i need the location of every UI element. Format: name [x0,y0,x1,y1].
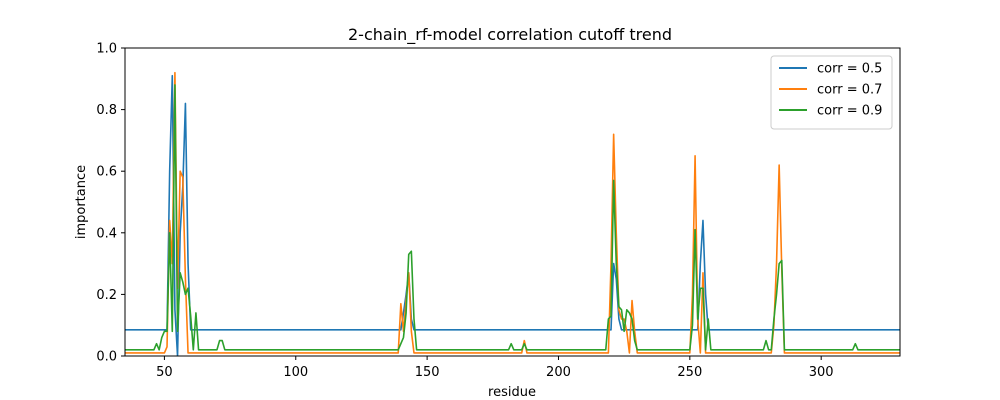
x-tick-label: 300 [809,365,834,380]
y-tick-label: 0.0 [96,350,117,365]
x-tick-label: 250 [677,365,702,380]
y-tick-label: 0.8 [96,103,117,118]
legend: corr = 0.5 corr = 0.7 corr = 0.9 [770,55,893,130]
x-tick-label: 100 [283,365,308,380]
y-tick-label: 1.0 [96,42,117,57]
legend-label-3: corr = 0.9 [817,104,882,119]
y-tick-label: 0.2 [96,288,117,303]
x-axis-label: residue [488,385,536,400]
y-axis-ticks: 0.0 0.2 0.4 0.6 0.8 1.0 [96,42,125,365]
plot-frame [124,47,901,357]
x-tick-label: 200 [546,365,571,380]
x-axis-ticks: 50 100 150 200 250 300 [156,356,834,380]
series-line-3 [125,84,900,351]
y-tick-label: 0.6 [96,165,117,180]
x-tick-label: 150 [415,365,440,380]
chart-title: 2-chain_rf-model correlation cutoff tren… [348,25,672,45]
legend-label-2: corr = 0.7 [817,83,882,98]
y-tick-label: 0.4 [96,226,117,241]
x-tick-label: 50 [156,365,173,380]
series-group [125,71,900,356]
legend-label-1: corr = 0.5 [817,62,882,77]
y-axis-label: importance [74,165,89,239]
series-line-2 [125,71,900,354]
